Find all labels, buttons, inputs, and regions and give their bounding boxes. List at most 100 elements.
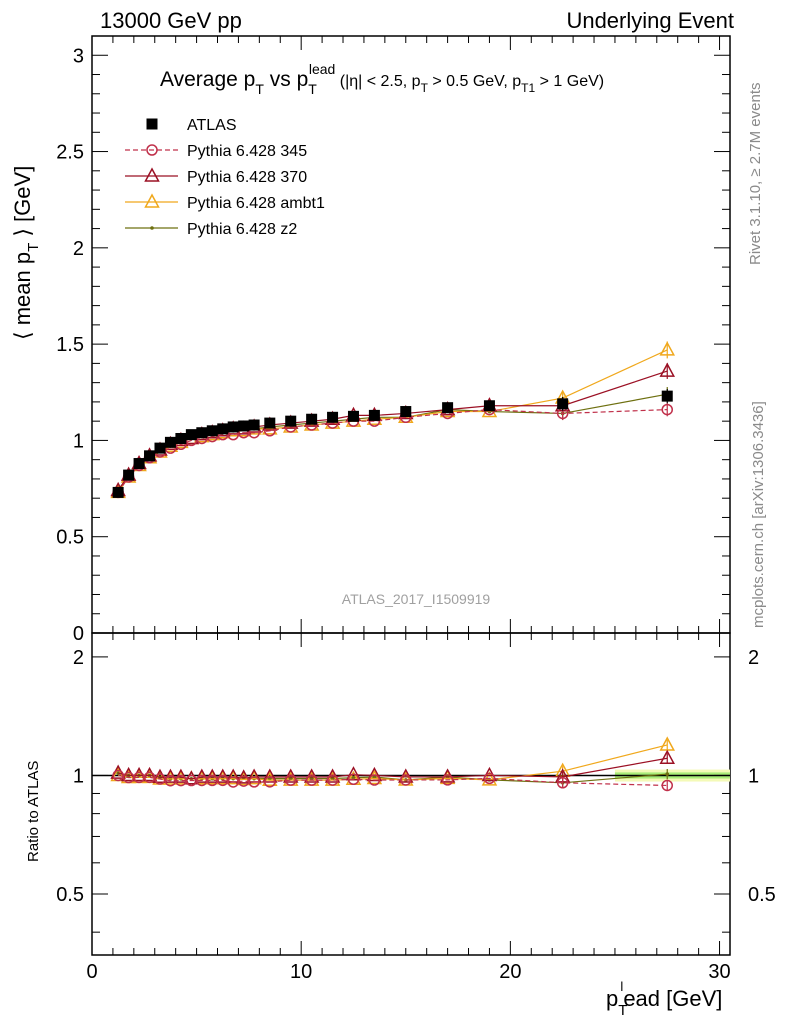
x-tick-label: 0 <box>86 961 97 983</box>
data-point <box>306 413 318 425</box>
ratio-point <box>214 770 231 785</box>
x-tick-label: 30 <box>708 961 730 983</box>
legend-marker <box>150 226 154 230</box>
ratio-point <box>112 769 124 782</box>
series-line <box>117 349 668 493</box>
y-tick-label-top: 1.5 <box>56 334 84 356</box>
ratio-panel-frame <box>91 632 731 956</box>
data-point <box>327 411 339 423</box>
ratio-point <box>326 774 339 786</box>
x-axis-label: pTlead [GeV] <box>606 979 722 1019</box>
data-point <box>112 486 124 498</box>
ratio-point <box>204 770 221 785</box>
data-point <box>659 341 676 356</box>
legend-marker <box>144 193 160 208</box>
data-point <box>483 400 495 412</box>
legend-item: Pythia 6.428 ambt1 <box>125 193 325 212</box>
data-point <box>175 432 187 444</box>
header-left: 13000 GeV pp <box>100 8 242 33</box>
data-point <box>264 417 276 429</box>
y-tick-label-bottom: 0.5 <box>56 884 84 906</box>
data-point <box>123 469 135 481</box>
legend-item: Pythia 6.428 370 <box>125 167 307 186</box>
y-tick-label-bottom: 1 <box>73 765 84 787</box>
ratio-point <box>309 776 314 781</box>
series-atlas <box>112 389 673 498</box>
ratio-point <box>665 772 670 776</box>
data-point <box>442 402 454 414</box>
ratio-point <box>183 770 200 785</box>
legend-label: Pythia 6.428 ambt1 <box>187 195 325 212</box>
ratio-line <box>118 757 668 780</box>
ratio-point <box>268 776 272 781</box>
ratio-point <box>483 772 496 785</box>
ratio-point <box>556 777 569 789</box>
watermark: ATLAS_2017_I1509919 <box>342 591 491 607</box>
series-line <box>117 409 668 493</box>
data-point <box>285 415 297 427</box>
y-tick-label-bottom-right: 1 <box>748 765 759 787</box>
data-point <box>659 362 676 377</box>
data-point <box>238 420 250 432</box>
ratio-point <box>305 774 318 786</box>
plot-title: Average pT vs pTlead (|η| < 2.5, pT > 0.… <box>160 61 604 97</box>
ratio-point <box>366 769 383 785</box>
header-right: Underlying Event <box>566 8 734 33</box>
ratio-point <box>235 770 252 786</box>
ratio-line <box>118 774 668 787</box>
data-point <box>154 442 166 454</box>
data-point <box>248 419 260 431</box>
y-tick-label-top: 2.5 <box>56 142 84 164</box>
legend-marker <box>146 144 158 156</box>
legend-label: ATLAS <box>187 117 237 134</box>
series-line <box>117 393 668 491</box>
data-point <box>133 458 145 470</box>
y-tick-label-top: 1 <box>73 430 84 452</box>
legend-label: Pythia 6.428 345 <box>187 143 307 160</box>
y-tick-label-top: 3 <box>73 45 84 67</box>
x-tick-label: 10 <box>290 961 312 983</box>
legend-label: Pythia 6.428 370 <box>187 169 307 186</box>
ratio-point <box>661 779 673 792</box>
y-tick-label-bottom: 2 <box>73 647 84 669</box>
data-point <box>557 398 569 410</box>
ratio-point <box>284 774 297 786</box>
ratio-point <box>441 774 454 786</box>
data-point <box>661 403 673 416</box>
y-tick-label-bottom-right: 2 <box>748 647 759 669</box>
ratio-point <box>264 776 276 788</box>
legend: ATLAS Pythia 6.428 345 Pythia 6.428 370 Pyt… <box>125 117 325 238</box>
ratio-point <box>351 775 356 780</box>
ratio-point <box>400 774 412 786</box>
data-point <box>206 425 218 437</box>
legend-marker <box>146 118 158 130</box>
chart-area: 0 10 20 30 0 0.5 1 1.5 2 2.5 3 0.5 0.5 1 1 2 2 ATLAS Pythi… <box>56 35 776 983</box>
ratio-point <box>659 749 676 765</box>
ratio-point <box>330 776 335 781</box>
data-point <box>661 390 673 402</box>
ratio-point <box>262 771 278 786</box>
data-point <box>185 429 197 441</box>
data-point <box>164 436 176 448</box>
data-point <box>227 421 239 433</box>
mcplots-label: mcplots.cern.ch [arXiv:1306.3436] <box>750 401 767 628</box>
data-point <box>196 427 208 439</box>
data-point <box>400 406 412 418</box>
data-point <box>144 450 156 462</box>
rivet-label: Rivet 3.1.10, ≥ 2.7M events <box>747 83 764 266</box>
x-tick-label: 20 <box>499 961 521 983</box>
ratio-point <box>288 776 293 781</box>
y-tick-label-bottom-right: 0.5 <box>748 884 776 906</box>
data-point <box>217 423 229 435</box>
y-tick-label-top: 0 <box>73 623 84 645</box>
series-pythia-6-428-ambt1 <box>110 341 676 499</box>
data-point <box>347 410 359 422</box>
ratio-point <box>368 774 381 786</box>
legend-item: Pythia 6.428 345 <box>125 143 307 160</box>
legend-item: Pythia 6.428 z2 <box>125 221 297 238</box>
ratio-series-pythia-6-428-345 <box>112 769 673 792</box>
legend-item: ATLAS <box>146 117 237 134</box>
y-tick-label-top: 2 <box>73 238 84 260</box>
y-axis-label-bottom: Ratio to ATLAS <box>25 761 42 862</box>
